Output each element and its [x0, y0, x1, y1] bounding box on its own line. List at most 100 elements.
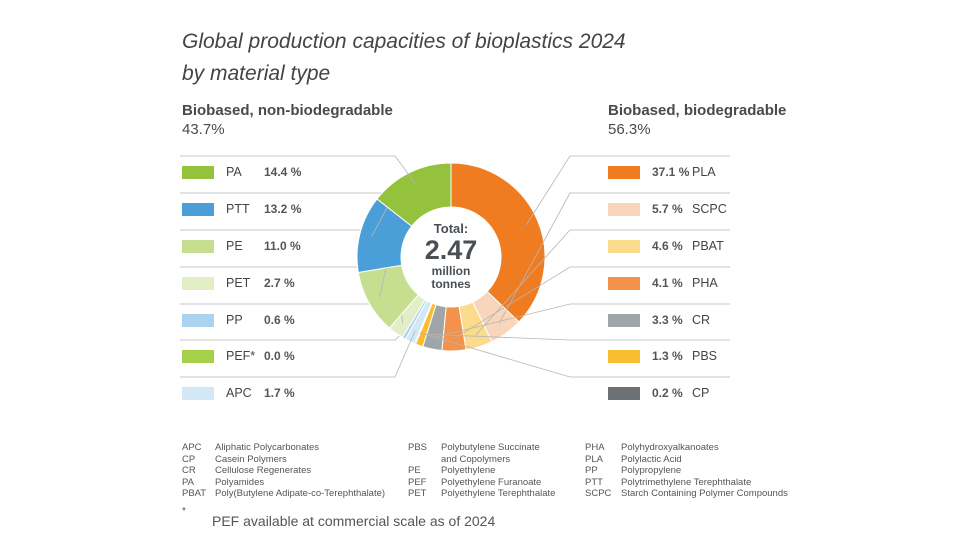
abbreviation-meaning: Cellulose Regenerates — [215, 465, 312, 476]
legend-label: PET — [226, 276, 251, 290]
leader-line-pa — [180, 155, 416, 184]
abbreviation-entry: PLA Polylactic Acid — [585, 454, 682, 466]
legend-label: CP — [692, 386, 710, 400]
footnote-mark: * — [182, 506, 186, 517]
legend-swatch — [182, 202, 214, 216]
abbreviation-code: PHA — [585, 442, 605, 453]
leader-line-scpc — [498, 192, 730, 324]
abbreviation-entry: PHA Polyhydroxyalkanoates — [585, 442, 719, 454]
footnote: PEF available at commercial scale as of … — [212, 513, 496, 529]
abbreviation-meaning: Polyethylene Furanoate — [441, 476, 542, 488]
legend-value: 3.3 % — [652, 313, 683, 327]
right-group-header: Biobased, biodegradable 56.3% — [608, 101, 786, 139]
abbreviation-entry: CP Casein Polymers — [182, 454, 287, 466]
abbreviation-entry: PET Polyethylene Terephthalate — [408, 488, 555, 500]
abbreviation-code: CR — [182, 465, 196, 476]
left-group-title: Biobased, non-biodegradable — [182, 102, 393, 119]
abbreviation-entry: PE Polyethylene — [408, 465, 495, 477]
legend-swatch — [608, 165, 640, 179]
leader-line-pbs — [423, 333, 730, 341]
legend-swatch — [608, 386, 640, 400]
legend-label: PLA — [692, 165, 716, 179]
abbreviation-meaning: Polytrimethylene Terephthalate — [621, 476, 752, 488]
abbreviation-meaning: Starch Containing Polymer Compounds — [621, 488, 788, 499]
leader-line-pbat — [475, 229, 730, 336]
legend-item-cr: 3.3 % CR — [608, 312, 710, 328]
abbreviation-code: PE — [408, 465, 421, 476]
legend-item-pef: PEF* 0.0 % — [182, 348, 295, 364]
abbreviation-meaning: Poly(Butylene Adipate-co-Terephthalate) — [215, 488, 386, 499]
legend-swatch — [608, 239, 640, 253]
legend-label: PHA — [692, 276, 718, 290]
abbreviation-meaning: Polyethylene — [441, 465, 496, 476]
legend-value: 4.6 % — [652, 239, 683, 253]
legend-item-pet: PET 2.7 % — [182, 275, 295, 291]
total-value: 2.47 — [424, 235, 478, 265]
legend-item-pa: PA 14.4 % — [182, 164, 301, 180]
abbreviation-meaning: Polypropylene — [621, 465, 682, 476]
chart-title: Global production capacities of bioplast… — [182, 30, 626, 53]
abbreviation-entry: PA Polyamides — [182, 477, 264, 489]
legend-item-scpc: 5.7 % SCPC — [608, 201, 727, 217]
chart-subtitle: by material type — [182, 62, 331, 85]
abbreviation-code: PLA — [585, 453, 603, 465]
legend-swatch — [182, 276, 214, 290]
total-unit-1: million — [431, 264, 471, 278]
legend-label: PTT — [226, 202, 250, 216]
abbreviation-meaning: Polyethylene Terephthalate — [441, 488, 556, 499]
right-group-title: Biobased, biodegradable — [608, 102, 787, 119]
abbreviation-entry: CR Cellulose Regenerates — [182, 465, 311, 477]
legend-swatch — [182, 349, 214, 363]
legend-value: 0.2 % — [652, 386, 683, 400]
legend-swatch — [182, 239, 214, 253]
legend-label: PE — [226, 239, 243, 253]
abbreviation-meaning: Polylactic Acid — [621, 453, 682, 465]
total-label: Total: — [433, 221, 469, 236]
legend-value: 5.7 % — [652, 202, 683, 216]
abbreviation-code: SCPC — [585, 488, 612, 499]
left-group-percent: 43.7% — [182, 121, 225, 138]
abbreviation-entry: PP Polypropylene — [585, 465, 681, 477]
legend-value: 0.6 % — [264, 313, 295, 327]
legend-swatch — [182, 313, 214, 327]
legend-value: 37.1 % — [652, 165, 690, 179]
abbreviation-entry: PBAT Poly(Butylene Adipate-co-Terephthala… — [182, 488, 385, 500]
abbreviation-code: PBS — [408, 442, 428, 453]
slice-pa — [376, 162, 452, 227]
leader-line-cp — [419, 332, 730, 378]
legend-value: 2.7 % — [264, 276, 295, 290]
legend-swatch — [182, 386, 214, 400]
legend-swatch — [608, 202, 640, 216]
abbreviation-code: PA — [182, 476, 194, 488]
legend-value: 0.0 % — [264, 349, 295, 363]
abbreviation-code: PP — [585, 465, 598, 476]
abbreviation-code: PTT — [585, 476, 603, 488]
legend-label: PBAT — [692, 239, 724, 253]
legend-value: 13.2 % — [264, 202, 302, 216]
legend-item-ptt: PTT 13.2 % — [182, 201, 301, 217]
abbreviation-code: PBAT — [182, 488, 207, 499]
legend-label: CR — [692, 313, 711, 327]
legend-label: PA — [226, 165, 242, 179]
legend-swatch — [608, 313, 640, 327]
leader-line-pef — [180, 326, 409, 341]
legend-label: APC — [226, 386, 252, 400]
donut-center-total: Total: 2.47 million tonnes — [401, 221, 501, 290]
abbreviation-code: PEF — [408, 476, 427, 488]
leader-line-pla — [526, 155, 730, 225]
legend-value: 1.7 % — [264, 386, 295, 400]
total-unit-2: tonnes — [431, 277, 471, 291]
abbreviation-code: APC — [182, 442, 202, 453]
abbreviation-code: CP — [182, 453, 196, 465]
abbreviation-meaning: Casein Polymers — [215, 453, 287, 465]
legend-value: 14.4 % — [264, 165, 302, 179]
abbreviation-meaning: Aliphatic Polycarbonates — [215, 442, 320, 453]
legend-item-pe: PE 11.0 % — [182, 238, 301, 254]
legend-item-pbs: 1.3 % PBS — [608, 348, 717, 364]
legend-item-apc: APC 1.7 % — [182, 385, 295, 401]
legend-value: 11.0 % — [264, 239, 301, 253]
legend-value: 4.1 % — [652, 276, 683, 290]
abbreviation-entry: and Copolymers — [408, 454, 510, 466]
legend-value: 1.3 % — [652, 349, 683, 363]
